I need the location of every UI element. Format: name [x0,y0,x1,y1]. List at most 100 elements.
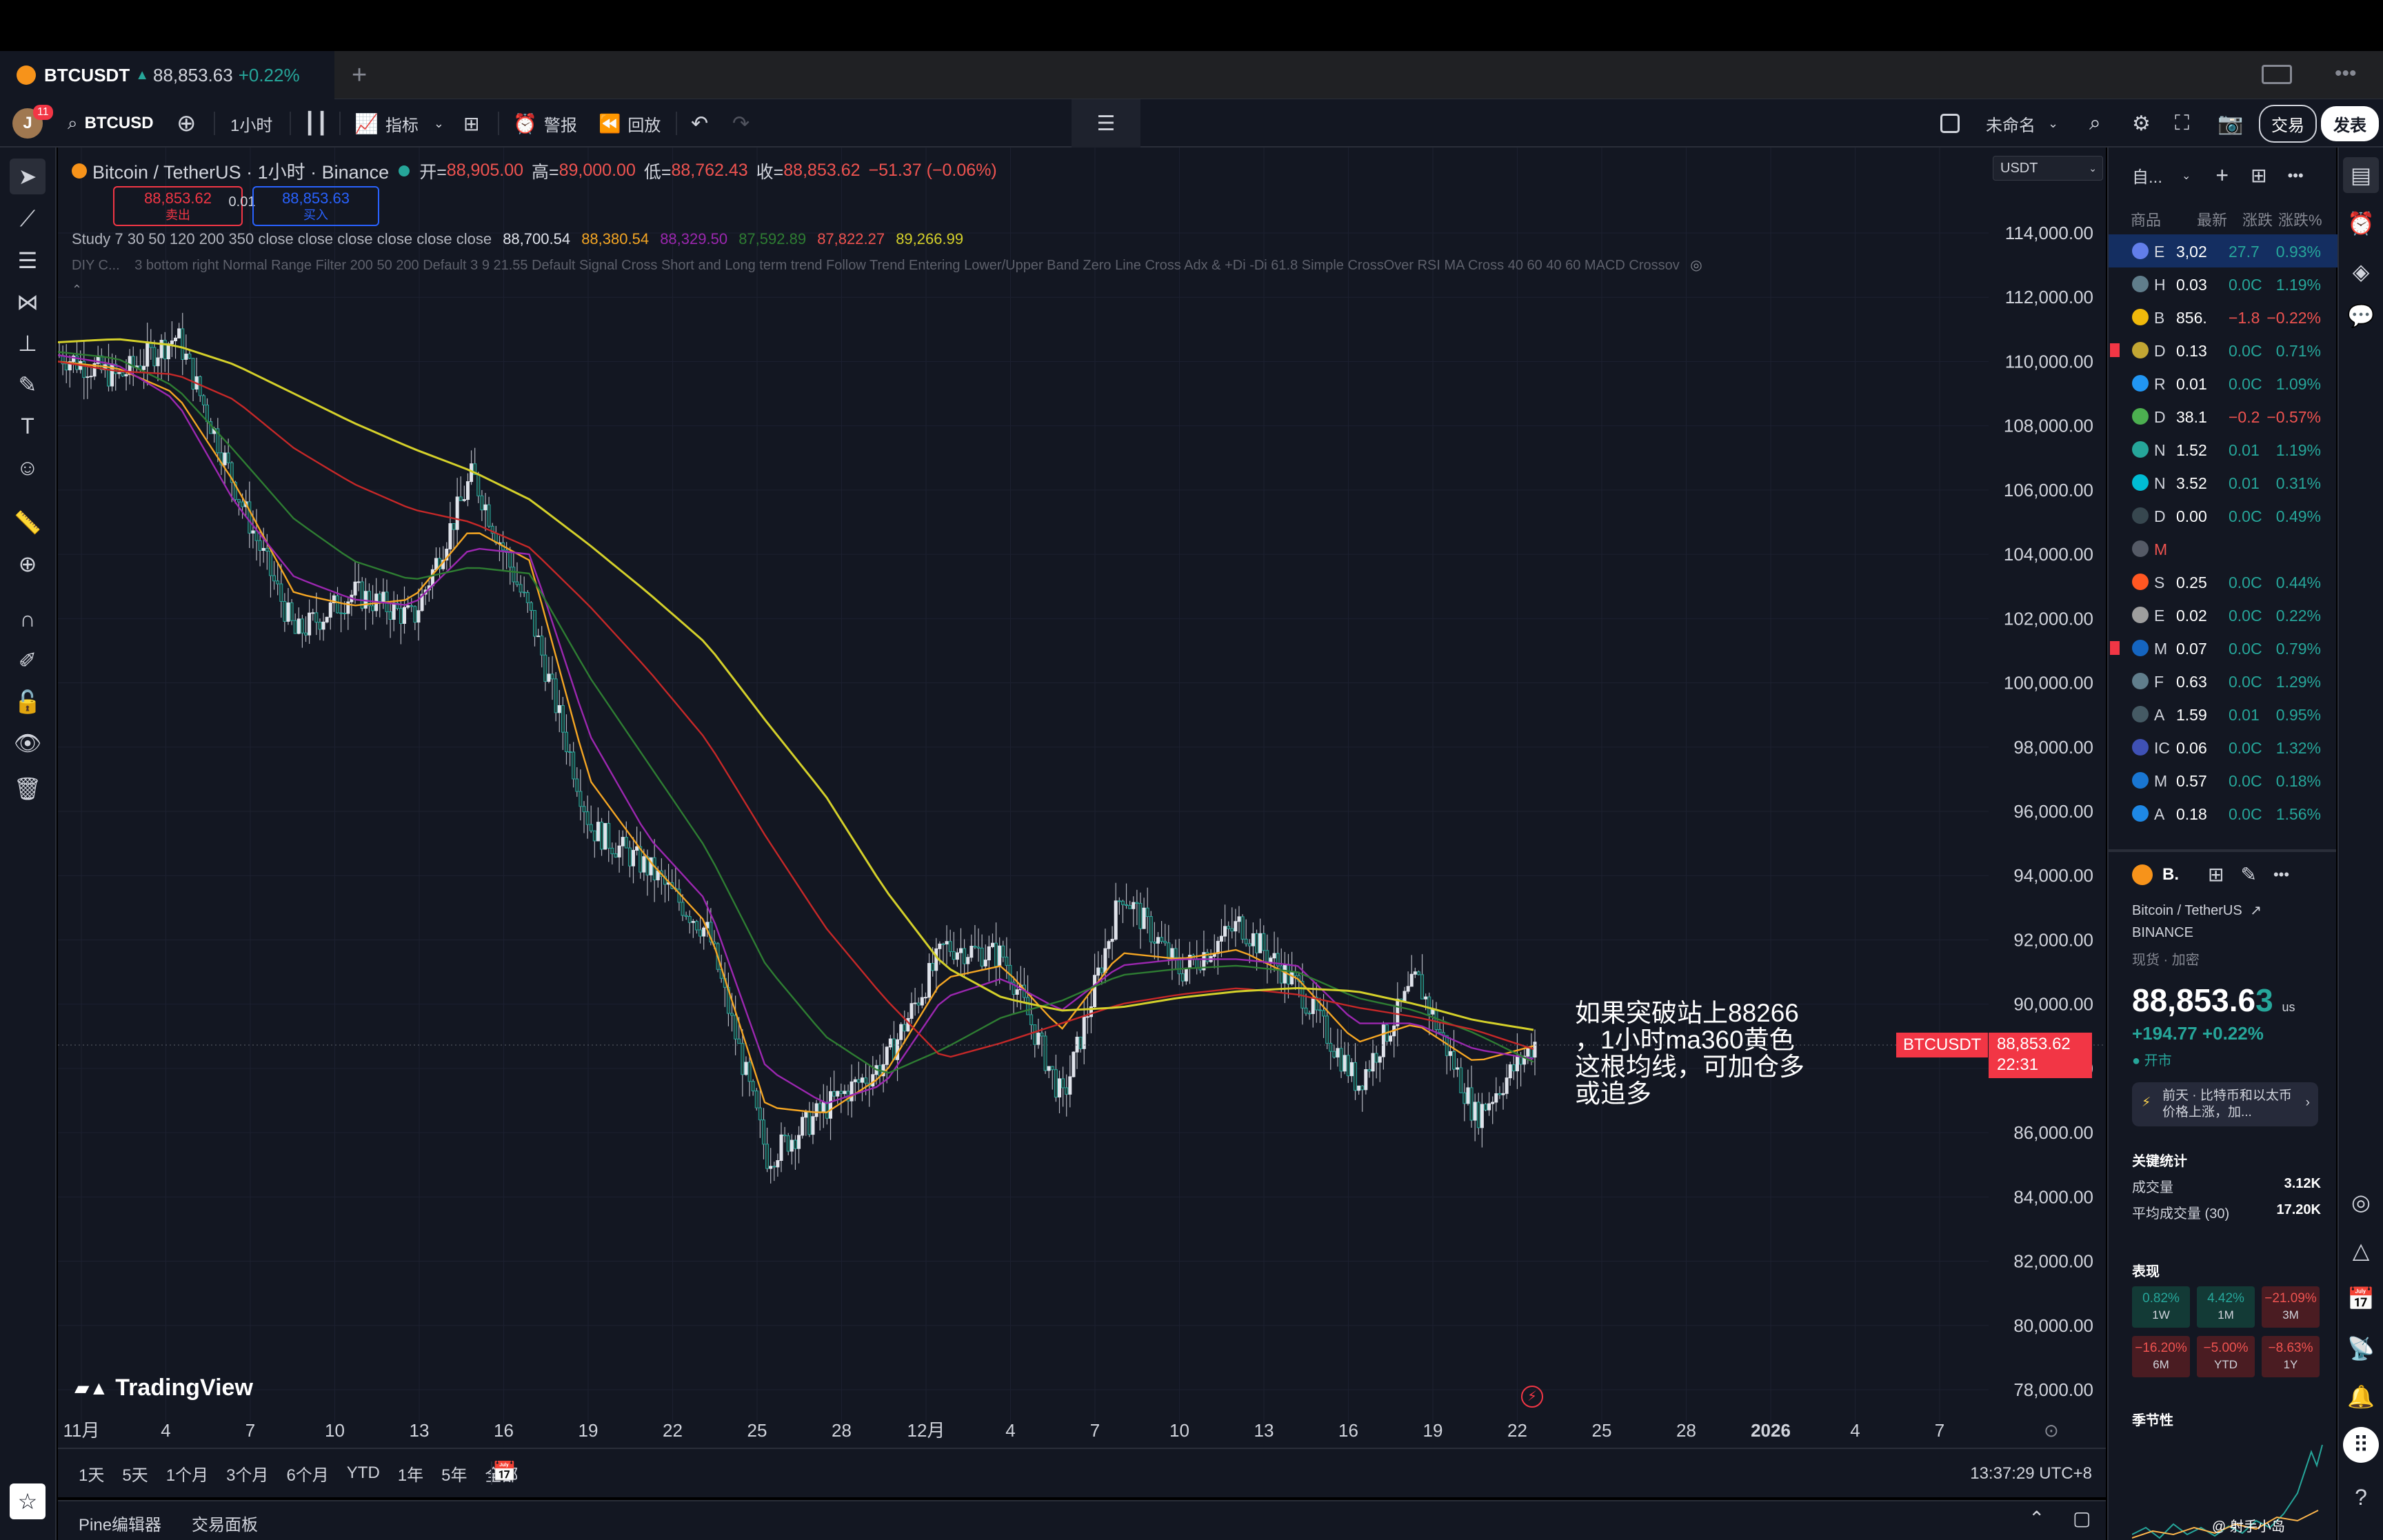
trend-line-icon[interactable]: ⟋ [19,206,36,231]
performance-cell[interactable]: −21.09% 3M [2262,1286,2320,1328]
col-change[interactable]: 涨跌 [2242,212,2273,229]
new-tab-button[interactable]: + [352,61,368,90]
chevron-down-icon[interactable]: ⌄ [2182,170,2191,182]
flag-icon[interactable] [2110,343,2120,357]
star-icon[interactable]: ☆ [10,1483,46,1519]
eye-icon[interactable]: 👁 [13,731,42,756]
clock-time[interactable]: 13:37:29 UTC+8 [1970,1464,2092,1483]
range-item[interactable]: 1年 [397,1466,424,1485]
more-icon[interactable]: ••• [2273,865,2290,883]
watchlist-row[interactable]: A 0.18 0.0C 1.56% [2109,797,2337,830]
watchlist-row[interactable]: R 0.01 0.0C 1.09% [2109,367,2337,400]
detail-full-name[interactable]: Bitcoin / TetherUS [2132,903,2242,918]
collapse-legend-icon[interactable]: ⌃ [72,283,83,296]
calendar-icon[interactable]: 📅 [2347,1286,2375,1311]
zoom-icon[interactable]: ⊕ [18,551,37,576]
fullscreen-icon[interactable]: ⛶ [2175,112,2189,134]
grid-icon[interactable]: ⊞ [2208,864,2224,885]
tradingview-logo[interactable]: ▰▲ TradingView [74,1375,253,1401]
trade-button[interactable]: 交易 [2259,99,2317,148]
alerts-clock-icon[interactable]: ⏰ [2347,211,2375,236]
range-item[interactable]: 3个月 [226,1466,269,1485]
more-icon[interactable]: ••• [2335,62,2357,85]
watchlist-row[interactable]: D 0.00 0.0C 0.49% [2109,499,2337,532]
candle-type-icon[interactable]: ┃┃ [303,112,329,135]
external-link-icon[interactable]: ↗ [2250,903,2262,918]
watchlist-row[interactable]: N 1.52 0.01 1.19% [2109,433,2337,466]
settings-gear-icon[interactable]: ⚙ [2132,112,2151,135]
emoji-icon[interactable]: ☺ [16,454,39,480]
date-range-icon[interactable]: 📅 [492,1461,516,1482]
annotation-text[interactable]: 如果突破站上88266 ，1小时ma360黄色 这根均线，可加仓多 或追多 [1575,1000,1804,1107]
range-item[interactable]: 全部 [485,1466,519,1485]
add-symbol-icon[interactable]: + [2215,163,2229,188]
price-chart[interactable]: 114,000.00 112,000.00 110,000.00 108,000.00… [58,148,2106,1448]
watchlist-row[interactable]: M 0.57 0.0C 0.18% [2109,764,2337,797]
pattern-icon[interactable]: ⋈ [17,290,39,314]
text-icon[interactable]: T [21,413,34,438]
undo-icon[interactable]: ↶ [691,112,709,135]
more-icon[interactable]: ••• [2287,166,2304,184]
eye-hidden-icon[interactable]: ◎ [1690,258,1702,273]
performance-cell[interactable]: −5.00% YTD [2197,1336,2255,1377]
watchlist-row[interactable]: IC 0.06 0.0C 1.32% [2109,731,2337,764]
flag-icon[interactable] [2110,641,2120,655]
col-symbol[interactable]: 商品 [2131,212,2162,229]
range-item[interactable]: 5天 [122,1466,148,1485]
col-last[interactable]: 最新 [2197,212,2228,229]
chart-area[interactable]: 114,000.00 112,000.00 110,000.00 108,000.00… [58,148,2106,1448]
trash-icon[interactable]: 🗑 [13,776,42,801]
quick-search-icon[interactable]: ⌕ [2089,112,2101,134]
magnet-icon[interactable]: ∩ [19,606,36,631]
edit-icon[interactable]: ✎ [2240,864,2257,885]
range-item[interactable]: 5年 [441,1466,467,1485]
chat-icon[interactable]: 💬 [2347,303,2375,328]
projection-icon[interactable]: ⊥ [18,331,37,356]
trading-panel-tab[interactable]: 交易面板 [192,1516,258,1534]
chevron-up-icon[interactable]: ⌃ [2029,1508,2045,1529]
cursor-icon[interactable]: ➤ [10,159,46,194]
axis-settings-icon[interactable]: ⊙ [2044,1420,2059,1441]
layout-checkbox[interactable] [1940,99,1960,148]
range-item[interactable]: YTD [346,1463,380,1482]
watchlist-row[interactable]: A 1.59 0.01 0.95% [2109,698,2337,731]
layout-name[interactable]: 未命名 ⌄ [1986,99,2058,148]
layout-icon[interactable]: ⊞ [2251,165,2267,186]
performance-cell[interactable]: 4.42% 1M [2197,1286,2255,1328]
watchlist-row[interactable]: F 0.63 0.0C 1.29% [2109,665,2337,698]
range-item[interactable]: 1个月 [165,1466,209,1485]
tab-btcusdt[interactable]: BTCUSDT ▲ 88,853.63 +0.22% [0,51,334,99]
target-icon[interactable]: ◎ [2351,1190,2371,1215]
help-icon[interactable]: ? [2355,1484,2367,1510]
watchlist-row[interactable]: S 0.25 0.0C 0.44% [2109,565,2337,598]
watchlist-row[interactable]: E 0.02 0.0C 0.22% [2109,598,2337,631]
bell-icon[interactable]: 🔔 [2347,1384,2375,1409]
screen-icon[interactable] [2262,65,2292,84]
replay-button[interactable]: ⏪ 回放 [599,99,661,148]
col-change-pct[interactable]: 涨跌% [2278,212,2322,229]
camera-icon[interactable]: 📷 [2218,112,2244,135]
range-item[interactable]: 6个月 [286,1466,329,1485]
symbol-search[interactable]: ⌕ BTCUSD [68,99,154,148]
watchlist-row[interactable]: M 0.07 0.0C 0.79% [2109,631,2337,665]
pine-editor-tab[interactable]: Pine编辑器 [79,1516,162,1534]
layers-icon[interactable]: ◈ [2352,259,2370,284]
brush-icon[interactable]: ✎ [18,372,37,397]
performance-cell[interactable]: −16.20% 6M [2132,1336,2190,1377]
watchlist-icon[interactable]: ▤ [2343,157,2379,193]
lock-icon[interactable]: 🔓 [14,689,41,714]
publish-button[interactable]: 发表 [2321,99,2379,148]
apps-grid-icon[interactable]: ⠿ [2343,1427,2379,1463]
alert-button[interactable]: ⏰ 警报 [513,99,577,148]
buy-button[interactable]: 88,853.63 买入 [252,186,379,226]
templates-icon[interactable]: ⊞ [463,112,480,134]
ideas-icon[interactable]: △ [2352,1238,2370,1263]
watchlist-row[interactable]: D 38.1 −0.2 −0.57% [2109,400,2337,433]
news-card[interactable]: ⚡ 前天 · 比特币和以太币价格上涨，加... › [2132,1082,2318,1126]
performance-cell[interactable]: −8.63% 1Y [2262,1336,2320,1377]
range-item[interactable]: 1天 [79,1466,105,1485]
watchlist-row[interactable]: E 3,02 27.7 0.93% [2109,234,2337,267]
interval-button[interactable]: 1小时 [230,116,273,135]
favorites-toolbar-handle[interactable]: ☰ [1072,99,1140,148]
sell-button[interactable]: 88,853.62 卖出 [113,186,243,226]
